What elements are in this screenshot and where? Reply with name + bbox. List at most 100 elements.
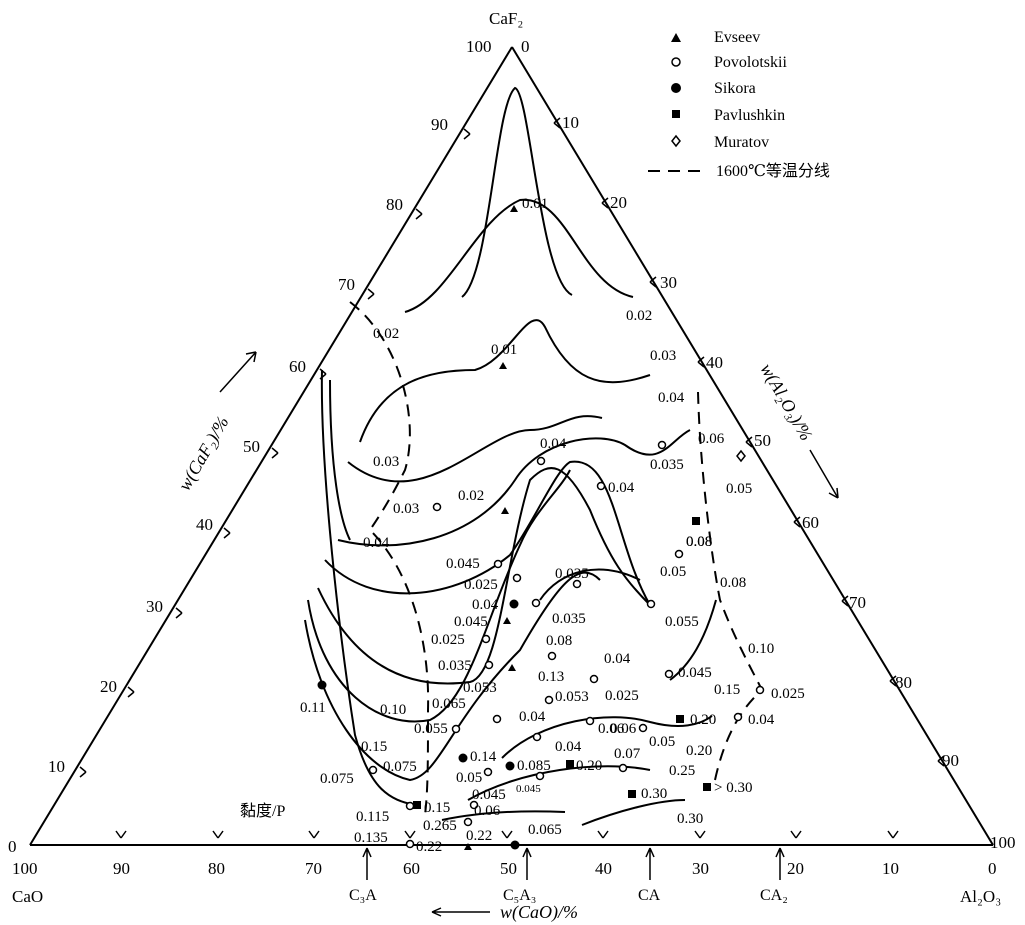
sikora-marker xyxy=(510,840,520,850)
bottom-tick-label: 20 xyxy=(787,859,804,878)
compound-markers: C₃A C₅A₃ CA CA₂ xyxy=(349,847,788,904)
value-label: 0.06 xyxy=(610,721,637,737)
value-label: 0.05 xyxy=(649,734,675,750)
value-label: 0.14 xyxy=(470,749,497,765)
right-ticks xyxy=(553,117,945,767)
povolotskii-marker xyxy=(657,440,667,450)
left-tick-label: 90 xyxy=(431,115,448,134)
povolotskii-marker xyxy=(483,767,493,777)
value-label: 0.06 xyxy=(474,803,501,819)
bottom-tick-label: 30 xyxy=(692,859,709,878)
bottom-tick-label: 100 xyxy=(12,859,38,878)
axis-title-cao: w(CaO)/% xyxy=(500,902,578,923)
iso-curve-0.03 xyxy=(347,415,603,483)
value-label: 0.055 xyxy=(414,721,448,737)
value-label: 0.22 xyxy=(416,839,442,855)
right-tick xyxy=(745,436,753,448)
value-label: 0.15 xyxy=(424,800,450,816)
left-tick xyxy=(415,208,423,220)
value-label: 0.07 xyxy=(614,746,641,762)
bottom-tick-label: 80 xyxy=(208,859,225,878)
right-edge xyxy=(511,46,994,846)
vertex-label-cao: CaO xyxy=(12,887,43,906)
value-label: 0.11 xyxy=(300,700,326,716)
evseev-marker xyxy=(499,362,507,369)
pavlushkin-marker xyxy=(692,517,700,525)
value-label: 0.045 xyxy=(454,614,488,630)
left-tick-labels: 0 10 20 30 40 50 60 70 80 90 100 xyxy=(8,37,492,856)
right-tick-label: 0 xyxy=(521,37,530,56)
bottom-tick xyxy=(887,830,899,839)
povolotskii-marker xyxy=(512,573,522,583)
pavlushkin-marker xyxy=(628,790,636,798)
value-label: 0.03 xyxy=(650,348,676,364)
povolotskii-marker xyxy=(674,549,684,559)
left-tick xyxy=(79,766,87,778)
value-label: 0.065 xyxy=(432,696,466,712)
bottom-tick xyxy=(694,830,706,839)
left-edge xyxy=(29,46,513,846)
left-tick xyxy=(223,527,231,539)
right-tick xyxy=(697,356,705,368)
value-label: 0.045 xyxy=(678,665,712,681)
value-label: 0.08 xyxy=(720,575,746,591)
value-label: 0.02 xyxy=(626,308,652,324)
right-tick xyxy=(601,197,609,209)
value-label: 0.04 xyxy=(540,436,567,452)
bottom-tick-label: 40 xyxy=(595,859,612,878)
sikora-marker xyxy=(509,599,519,609)
povolotskii-marker xyxy=(481,634,491,644)
value-label: 0.06 xyxy=(698,431,725,447)
cao-direction-arrow xyxy=(431,907,490,917)
value-label: 0.065 xyxy=(528,822,562,838)
povolotskii-marker xyxy=(618,763,628,773)
value-label: 0.05 xyxy=(456,770,482,786)
povolotskii-marker xyxy=(638,723,648,733)
vertex-label-caf2: CaF₂ xyxy=(489,9,523,28)
povolotskii-marker xyxy=(664,669,674,679)
povolotskii-marker xyxy=(432,502,442,512)
value-label: 0.08 xyxy=(686,534,712,550)
value-label: 0.02 xyxy=(458,488,484,504)
povolotskii-marker xyxy=(469,800,479,810)
left-tick-label: 20 xyxy=(100,677,117,696)
right-tick-label: 90 xyxy=(942,751,959,770)
pavlushkin-marker xyxy=(676,715,684,723)
value-label: 0.04 xyxy=(555,739,582,755)
value-label: 0.20 xyxy=(690,712,716,728)
c5a3-arrow xyxy=(522,847,532,880)
iso-curve-0.045-right xyxy=(669,599,717,681)
iso-curve-0.04 xyxy=(337,429,691,547)
povolotskii-marker xyxy=(368,765,378,775)
vertex-label-al2o3: Al₂O₃ xyxy=(960,887,1001,906)
value-label: 0.04 xyxy=(608,480,635,496)
value-label: 0.025 xyxy=(771,686,805,702)
value-label: 0.10 xyxy=(748,641,774,657)
legend-item-pavlushkin: Pavlushkin xyxy=(714,107,785,124)
triangle-frame xyxy=(29,46,994,846)
bottom-tick xyxy=(404,830,416,839)
legend: Evseev Povolotskii Sikora Pavlushkin Mur… xyxy=(648,29,830,180)
value-label: 0.01 xyxy=(522,196,548,212)
value-label: 0.045 xyxy=(446,556,480,572)
left-tick-label: 100 xyxy=(466,37,492,56)
povolotskii-marker xyxy=(532,732,542,742)
ca-label: CA xyxy=(638,887,661,904)
al2o3-direction-arrow xyxy=(809,449,839,499)
data-markers xyxy=(317,205,765,850)
c3a-arrow xyxy=(362,847,372,880)
value-label: 0.04 xyxy=(472,597,499,613)
value-label: 0.03 xyxy=(373,454,399,470)
legend-filled-circle-icon xyxy=(671,83,681,93)
left-tick xyxy=(127,686,135,698)
pavlushkin-marker xyxy=(703,783,711,791)
value-label: 0.01 xyxy=(491,342,517,358)
value-label: 0.135 xyxy=(354,830,388,846)
left-tick-label: 30 xyxy=(146,597,163,616)
povolotskii-marker xyxy=(535,771,545,781)
ca2-label: CA₂ xyxy=(760,887,788,904)
ca-arrow xyxy=(645,847,655,880)
povolotskii-marker xyxy=(405,839,415,849)
iso-curve-0.06 xyxy=(324,460,651,606)
